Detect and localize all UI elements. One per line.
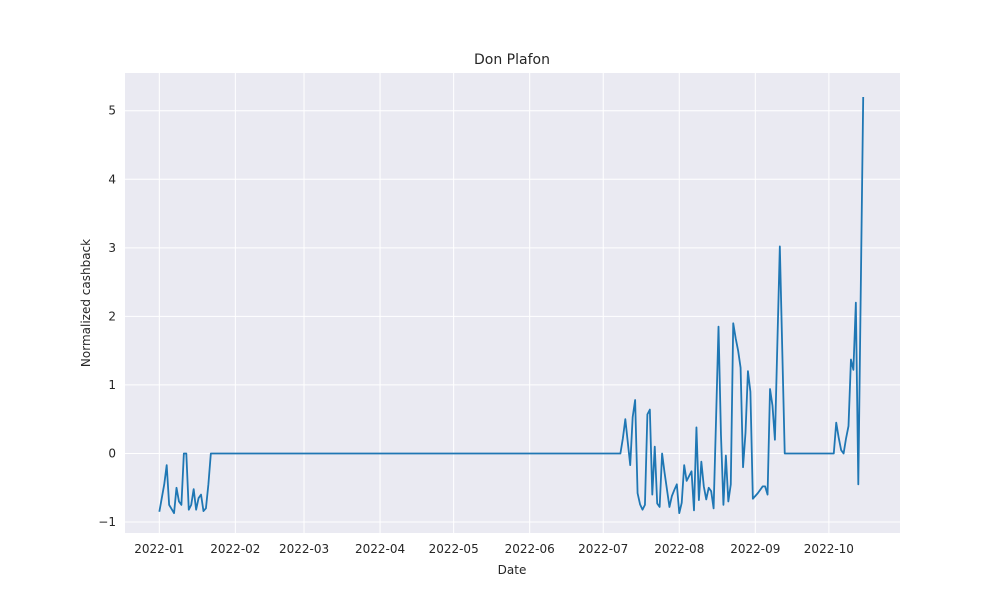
x-tick-label: 2022-01: [134, 542, 184, 556]
series-line: [158, 96, 865, 515]
vertical-gridlines: [158, 73, 830, 533]
x-tick-label: 2022-08: [654, 542, 704, 556]
y-tick-label: 4: [108, 172, 116, 186]
y-tick-label: 2: [108, 309, 116, 323]
y-tick-label: 1: [108, 378, 116, 392]
x-tick-label: 2022-07: [578, 542, 628, 556]
x-axis-label: Date: [498, 563, 527, 577]
x-tick-labels: 2022-01 2022-02 2022-03 2022-04 2022-05 2022-…: [134, 542, 854, 556]
x-tick-label: 2022-06: [505, 542, 555, 556]
x-tick-label: 2022-10: [804, 542, 854, 556]
plot-area: [125, 73, 900, 533]
chart-title: Don Plafon: [474, 52, 550, 68]
x-tick-label: 2022-03: [279, 542, 329, 556]
y-axis-label: Normalized cashback: [79, 239, 93, 367]
y-tick-label: −1: [98, 515, 116, 529]
y-tick-labels: −1 0 1 2 3 4 5: [98, 104, 116, 529]
x-tick-label: 2022-09: [730, 542, 780, 556]
y-tick-label: 0: [108, 446, 116, 460]
y-tick-label: 5: [108, 104, 116, 118]
y-tick-label: 3: [108, 241, 116, 255]
x-tick-label: 2022-04: [355, 542, 405, 556]
x-tick-label: 2022-05: [429, 542, 479, 556]
x-tick-label: 2022-02: [210, 542, 260, 556]
